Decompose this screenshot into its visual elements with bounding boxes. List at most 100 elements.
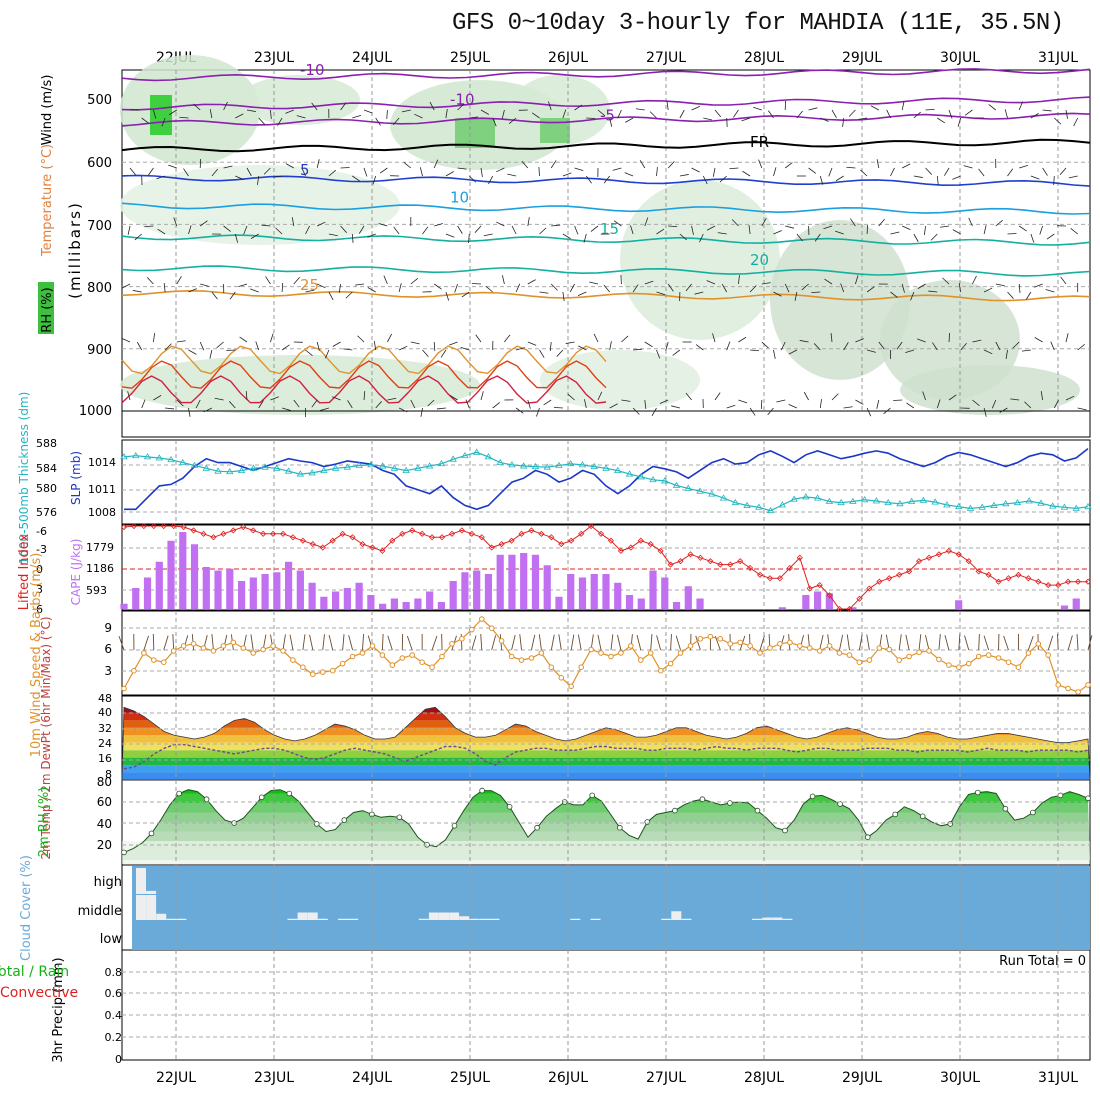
wind-barb	[819, 634, 824, 651]
bottom-date-label: 22JUL	[156, 1070, 196, 1086]
wind-barb	[302, 634, 306, 651]
wind-barb	[796, 233, 803, 242]
wind-barb	[972, 399, 980, 406]
wind-speed-point	[200, 645, 207, 651]
wind-barb	[386, 109, 388, 120]
wind-barb	[597, 634, 602, 651]
lifted-index-point	[409, 527, 416, 534]
wind-barb	[199, 341, 205, 351]
rh-shading	[120, 355, 480, 415]
precip-tick-label: 0	[115, 1053, 122, 1066]
wind-barb	[549, 341, 552, 351]
cape-bar	[390, 598, 398, 609]
rh-point	[121, 849, 127, 856]
wind-barb	[617, 634, 622, 651]
wind-barb	[840, 283, 845, 293]
wind-barb	[445, 109, 448, 119]
wind-barb	[433, 159, 439, 169]
wind-barb	[679, 233, 687, 241]
wind-barb	[480, 391, 484, 401]
lifted-index-point	[766, 575, 774, 582]
thickness-point	[590, 462, 598, 470]
wind-barb	[179, 116, 189, 119]
wind-barb	[454, 283, 458, 293]
wind-barb	[767, 407, 774, 416]
rh-band	[122, 822, 1090, 832]
cape-bar	[1060, 605, 1069, 609]
wind-barb	[644, 280, 654, 285]
wind-speed-point	[429, 664, 435, 671]
wind-barb	[1034, 337, 1043, 343]
lifted-index-point	[747, 564, 754, 572]
wind-barb	[842, 117, 845, 127]
thickness-point	[884, 498, 892, 506]
temp-outline	[121, 706, 1091, 781]
wind-barb	[165, 407, 175, 410]
lifted-index-point	[925, 554, 933, 561]
lifted-index-point	[776, 575, 783, 582]
wind-barb	[320, 407, 330, 411]
wind-barb	[461, 291, 470, 298]
wind-barb	[1019, 164, 1028, 169]
wind-barb	[565, 341, 575, 344]
thickness-point	[625, 470, 634, 477]
cape-bar	[296, 570, 304, 609]
wind-speed-point	[210, 648, 217, 654]
wind-barb	[553, 406, 563, 409]
surface-isotherm	[121, 375, 607, 404]
isotherm-line	[121, 96, 1091, 111]
cape-bar	[426, 591, 434, 609]
wind-barb	[866, 349, 876, 353]
wind-barb	[1004, 109, 1008, 119]
wind-barb	[457, 167, 467, 170]
lifted-index-point	[419, 530, 426, 537]
cape-bar	[567, 574, 575, 609]
wind-barb	[796, 110, 803, 119]
thickness-point	[214, 467, 222, 474]
wind-speed-point	[1085, 682, 1091, 688]
lifted-index-point	[210, 534, 217, 541]
wind-barb	[387, 635, 393, 651]
wind-barb	[492, 402, 501, 409]
wind-barb	[813, 343, 821, 351]
wind-barb	[172, 634, 175, 651]
top-date-label: 23JUL	[254, 50, 294, 66]
wind-barb	[820, 117, 829, 122]
wind-barb	[691, 105, 700, 111]
lifted-index-point	[448, 530, 456, 537]
thickness-point	[860, 496, 869, 503]
wind-barb	[609, 117, 613, 127]
wind-barb	[480, 167, 483, 177]
wind-barb	[589, 281, 599, 285]
lifted-index-point	[906, 568, 913, 575]
thickness-point	[472, 448, 481, 455]
thickness-point	[907, 497, 916, 504]
bottom-date-label: 31JUL	[1038, 1070, 1078, 1086]
wind-barb	[475, 334, 482, 343]
wind-barb	[332, 341, 341, 347]
wind-barb	[176, 276, 182, 285]
wind-barb	[357, 335, 365, 343]
wind-barb	[567, 393, 575, 401]
wind-barb	[948, 109, 953, 119]
wind-barb	[846, 634, 850, 651]
wind-barb	[738, 275, 740, 285]
thickness-point	[790, 495, 798, 502]
wind-barb	[1045, 289, 1055, 293]
wind-barb	[291, 217, 295, 227]
wind-barb	[199, 220, 208, 227]
cape-bar	[273, 572, 281, 609]
wind-barb	[460, 346, 470, 351]
wind-barb	[375, 401, 383, 409]
lifted-index-point	[955, 551, 962, 558]
lifted-index-point	[309, 541, 316, 548]
cloud-bar	[772, 917, 783, 920]
wind-barb	[1087, 635, 1093, 651]
lifted-index-point	[170, 522, 177, 530]
rh-shading	[240, 75, 360, 125]
wind-barb	[644, 399, 647, 409]
temp-band	[122, 765, 1090, 773]
thickness-point	[496, 458, 504, 466]
wind-barb	[501, 109, 505, 119]
wind-barb	[843, 342, 849, 351]
